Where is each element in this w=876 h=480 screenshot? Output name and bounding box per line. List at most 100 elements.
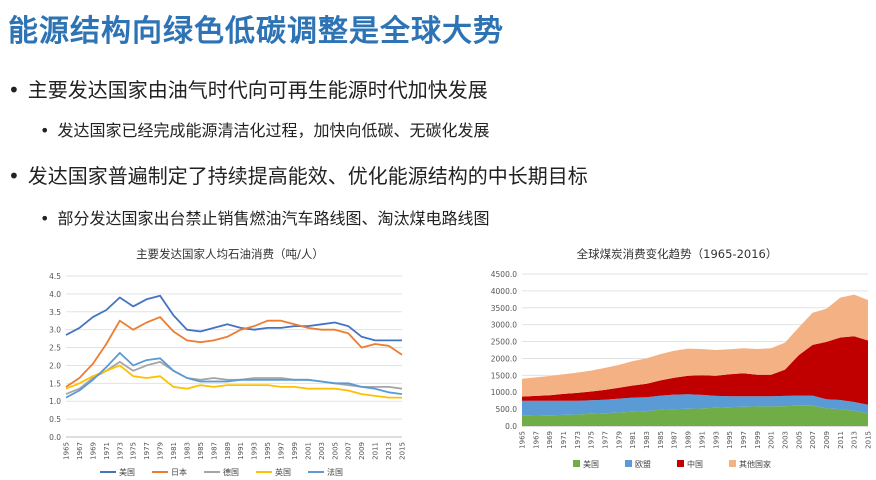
x-tick-label: 1987 bbox=[210, 442, 218, 460]
x-tick-label: 1967 bbox=[76, 442, 84, 460]
x-tick-label: 1991 bbox=[698, 431, 706, 449]
x-tick-label: 1981 bbox=[629, 431, 637, 449]
x-tick-label: 2005 bbox=[331, 442, 339, 460]
x-tick-label: 1999 bbox=[754, 431, 762, 449]
legend-swatch bbox=[625, 460, 632, 467]
legend-label: 美国 bbox=[119, 467, 135, 477]
x-tick-label: 2009 bbox=[823, 431, 831, 449]
x-tick-label: 1991 bbox=[237, 442, 245, 460]
bullet-level1: • 主要发达国家由油气时代向可再生能源时代加快发展 bbox=[8, 74, 488, 103]
y-tick-label: 500.0 bbox=[496, 405, 518, 414]
chart-title: 全球煤炭消费变化趋势（1965-2016） bbox=[577, 247, 778, 261]
coal-consumption-chart: 全球煤炭消费变化趋势（1965-2016） 0.0 500.0 1000.0 1500.… bbox=[491, 247, 873, 469]
legend-label: 日本 bbox=[171, 467, 187, 477]
x-tick-label: 2001 bbox=[768, 431, 776, 449]
y-tick-label: 4500.0 bbox=[491, 270, 517, 279]
x-tick-label: 2003 bbox=[781, 431, 789, 449]
x-tick-label: 1965 bbox=[63, 442, 71, 460]
series-line-法国 bbox=[65, 352, 403, 399]
y-tick-label: 3.0 bbox=[49, 326, 61, 335]
y-tick-label: 1.5 bbox=[49, 379, 61, 388]
y-tick-label: 1500.0 bbox=[491, 371, 517, 380]
legend-swatch bbox=[729, 460, 736, 467]
x-tick-label: 2015 bbox=[865, 431, 873, 449]
x-tick-label: 1985 bbox=[197, 442, 205, 460]
legend-swatch bbox=[573, 460, 580, 467]
x-tick-label: 1989 bbox=[224, 442, 232, 460]
page-title: 能源结构向绿色低碳调整是全球大势 bbox=[8, 14, 504, 49]
x-tick-label: 1999 bbox=[291, 442, 299, 460]
legend-swatch bbox=[677, 460, 684, 467]
x-tick-label: 1975 bbox=[588, 431, 596, 449]
x-tick-label: 1975 bbox=[130, 442, 138, 460]
legend-label: 其他国家 bbox=[739, 459, 771, 469]
x-tick-label: 1993 bbox=[251, 442, 259, 460]
bullet-dot-icon: • bbox=[8, 78, 20, 102]
x-tick-label: 1985 bbox=[657, 431, 665, 449]
y-tick-label: 4.5 bbox=[49, 272, 61, 281]
y-tick-label: 2000.0 bbox=[491, 354, 517, 363]
x-tick-label: 1973 bbox=[574, 431, 582, 449]
y-tick-label: 3000.0 bbox=[491, 321, 517, 330]
x-tick-label: 2001 bbox=[304, 442, 312, 460]
y-tick-label: 2500.0 bbox=[491, 338, 517, 347]
x-tick-label: 1971 bbox=[103, 442, 111, 460]
bullet-text: 发达国家普遍制定了持续提高能效、优化能源结构的中长期目标 bbox=[27, 164, 588, 188]
y-tick-label: 4.0 bbox=[49, 290, 61, 299]
bullet-dot-icon: • bbox=[40, 121, 50, 140]
legend-label: 法国 bbox=[327, 467, 343, 477]
x-tick-label: 2007 bbox=[345, 442, 353, 460]
x-tick-label: 1973 bbox=[116, 442, 124, 460]
x-tick-label: 1995 bbox=[264, 442, 272, 460]
x-tick-label: 1967 bbox=[532, 431, 540, 449]
x-tick-label: 1997 bbox=[740, 431, 748, 449]
x-tick-label: 2009 bbox=[358, 442, 366, 460]
y-tick-label: 1.0 bbox=[49, 397, 61, 406]
x-tick-label: 1983 bbox=[643, 431, 651, 449]
series-area-中国 bbox=[522, 336, 868, 405]
x-tick-label: 1965 bbox=[519, 431, 527, 449]
legend-label: 欧盟 bbox=[635, 459, 651, 469]
legend-label: 美国 bbox=[583, 459, 599, 469]
bullet-text: 主要发达国家由油气时代向可再生能源时代加快发展 bbox=[27, 78, 488, 102]
bullet-level2: • 部分发达国家出台禁止销售燃油汽车路线图、淘汰煤电路线图 bbox=[40, 205, 489, 229]
y-tick-label: 2.0 bbox=[49, 361, 61, 370]
x-tick-label: 2005 bbox=[795, 431, 803, 449]
series-line-日本 bbox=[65, 316, 403, 388]
series-line-英国 bbox=[65, 364, 402, 399]
x-tick-label: 1979 bbox=[615, 431, 623, 449]
x-tick-label: 2007 bbox=[809, 431, 817, 449]
x-tick-label: 1995 bbox=[726, 431, 734, 449]
x-tick-label: 1979 bbox=[157, 442, 165, 460]
x-tick-label: 1997 bbox=[278, 442, 286, 460]
series-area-其他国家 bbox=[522, 294, 868, 397]
x-tick-label: 1977 bbox=[143, 442, 151, 460]
bullet-dot-icon: • bbox=[40, 209, 50, 228]
x-tick-label: 2003 bbox=[318, 442, 326, 460]
series-area-美国 bbox=[522, 405, 868, 426]
x-tick-label: 1971 bbox=[560, 431, 568, 449]
chart-title: 主要发达国家人均石油消费（吨/人） bbox=[136, 247, 324, 261]
y-tick-label: 0.0 bbox=[505, 422, 517, 431]
x-tick-label: 2013 bbox=[851, 431, 859, 449]
bullet-level1: • 发达国家普遍制定了持续提高能效、优化能源结构的中长期目标 bbox=[8, 160, 588, 189]
x-tick-label: 1987 bbox=[671, 431, 679, 449]
series-line-美国 bbox=[65, 294, 402, 342]
legend-label: 英国 bbox=[275, 467, 291, 477]
y-tick-label: 0.0 bbox=[49, 433, 61, 442]
x-tick-label: 2011 bbox=[372, 442, 380, 460]
y-tick-label: 4000.0 bbox=[491, 287, 517, 296]
x-tick-label: 1993 bbox=[712, 431, 720, 449]
legend-label: 中国 bbox=[687, 459, 703, 469]
series-area-欧盟 bbox=[522, 394, 868, 416]
x-tick-label: 1983 bbox=[183, 442, 191, 460]
bullet-text: 发达国家已经完成能源清洁化过程，加快向低碳、无碳化发展 bbox=[57, 121, 490, 140]
x-tick-label: 2015 bbox=[399, 442, 407, 460]
bullet-text: 部分发达国家出台禁止销售燃油汽车路线图、淘汰煤电路线图 bbox=[57, 209, 490, 228]
x-tick-label: 1969 bbox=[546, 431, 554, 449]
legend-label: 德国 bbox=[223, 467, 239, 477]
y-tick-label: 0.5 bbox=[49, 415, 61, 424]
bullet-level2: • 发达国家已经完成能源清洁化过程，加快向低碳、无碳化发展 bbox=[40, 117, 489, 141]
x-tick-label: 1969 bbox=[89, 442, 97, 460]
y-tick-label: 1000.0 bbox=[491, 388, 517, 397]
